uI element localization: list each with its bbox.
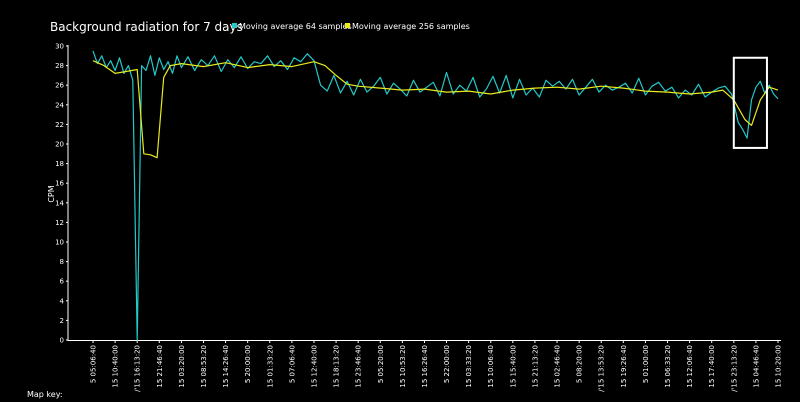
- y-tick-label: 0: [60, 337, 64, 345]
- x-tick-label: 15 02:46:40: [554, 345, 562, 388]
- legend: Moving average 64 samples Moving average…: [232, 22, 470, 31]
- x-tick-label: 15 21:13:20: [531, 345, 539, 388]
- series-line-64-samples: [92, 50, 779, 341]
- map-key-label: Map key:: [27, 390, 63, 399]
- x-tick-label: 5 08:20:00: [576, 345, 584, 383]
- y-tick-label: 10: [55, 239, 64, 247]
- x-tick-label: 15 10:40:00: [112, 345, 120, 388]
- x-tick-label: /'15 23:13:20: [730, 345, 738, 392]
- y-tick-label: 22: [55, 121, 64, 129]
- y-tick-label: 14: [55, 199, 64, 207]
- x-tick-label: 15 17:40:00: [708, 345, 716, 388]
- y-axis-label: CPM: [47, 185, 56, 202]
- x-tick-label: 15 03:33:20: [465, 345, 473, 388]
- legend-label-256: Moving average 256 samples: [352, 22, 470, 31]
- y-tick-label: 26: [55, 82, 64, 90]
- y-tick-label: 20: [55, 141, 64, 149]
- y-tick-label: 18: [55, 160, 64, 168]
- x-tick-label: 15 10:53:20: [399, 345, 407, 388]
- x-tick-label: 15 12:40:00: [310, 345, 318, 388]
- y-tick-label: 28: [55, 62, 64, 70]
- y-tick-label: 4: [60, 297, 65, 305]
- legend-swatch-64: [232, 23, 237, 28]
- x-tick-label: 5 22:00:00: [443, 345, 451, 383]
- x-tick-label: 15 23:46:40: [355, 345, 363, 388]
- x-tick-label: 5 20:00:00: [244, 345, 252, 383]
- x-tick-label: /'15 16:13:20: [134, 345, 142, 392]
- y-tick-label: 16: [55, 180, 64, 188]
- x-tick-label: 15 12:06:40: [686, 345, 694, 388]
- x-tick-label: 15 04:46:40: [752, 345, 760, 388]
- y-tick-label: 12: [55, 219, 64, 227]
- x-tick-label: 15 21:46:40: [156, 345, 164, 388]
- x-tick-label: 5 05:06:40: [90, 345, 98, 383]
- y-tick-label: 24: [55, 101, 64, 109]
- x-tick-label: 5 05:20:00: [377, 345, 385, 383]
- x-tick-label: 5 01:00:00: [642, 345, 650, 383]
- x-tick-label: 15 16:26:40: [421, 345, 429, 388]
- highlight-box: [732, 56, 768, 149]
- legend-swatch-256: [345, 23, 350, 28]
- x-tick-label: 15 08:53:20: [200, 345, 208, 388]
- x-ticks: 5 05:06:40 15 10:40:00 /'15 16:13:20 15 21:…: [90, 340, 783, 392]
- x-tick-label: 15 10:20:00: [775, 345, 783, 388]
- x-tick-label: 15 18:13:20: [333, 345, 341, 388]
- y-tick-label: 2: [60, 317, 64, 325]
- x-tick-label: 15 10:06:40: [487, 345, 495, 388]
- y-tick-label: 6: [60, 278, 65, 286]
- chart-title: Background radiation for 7 days: [50, 20, 243, 34]
- x-tick-label: 15 03:20:00: [178, 345, 186, 388]
- x-tick-label: 15 01:33:20: [266, 345, 274, 388]
- y-tick-label: 8: [60, 258, 64, 266]
- x-tick-label: 15 15:40:00: [509, 345, 517, 388]
- x-tick-label: 5 07:06:40: [288, 345, 296, 383]
- x-tick-label: 15 06:33:20: [664, 345, 672, 388]
- y-tick-label: 30: [55, 43, 64, 51]
- legend-label-64: Moving average 64 samples: [239, 22, 352, 31]
- series-line-256-samples: [92, 60, 779, 159]
- x-tick-label: /'15 13:53:20: [598, 345, 606, 392]
- series-layer: [92, 50, 779, 341]
- x-tick-label: 15 14:26:40: [222, 345, 230, 388]
- x-tick-label: 15 19:26:40: [620, 345, 628, 388]
